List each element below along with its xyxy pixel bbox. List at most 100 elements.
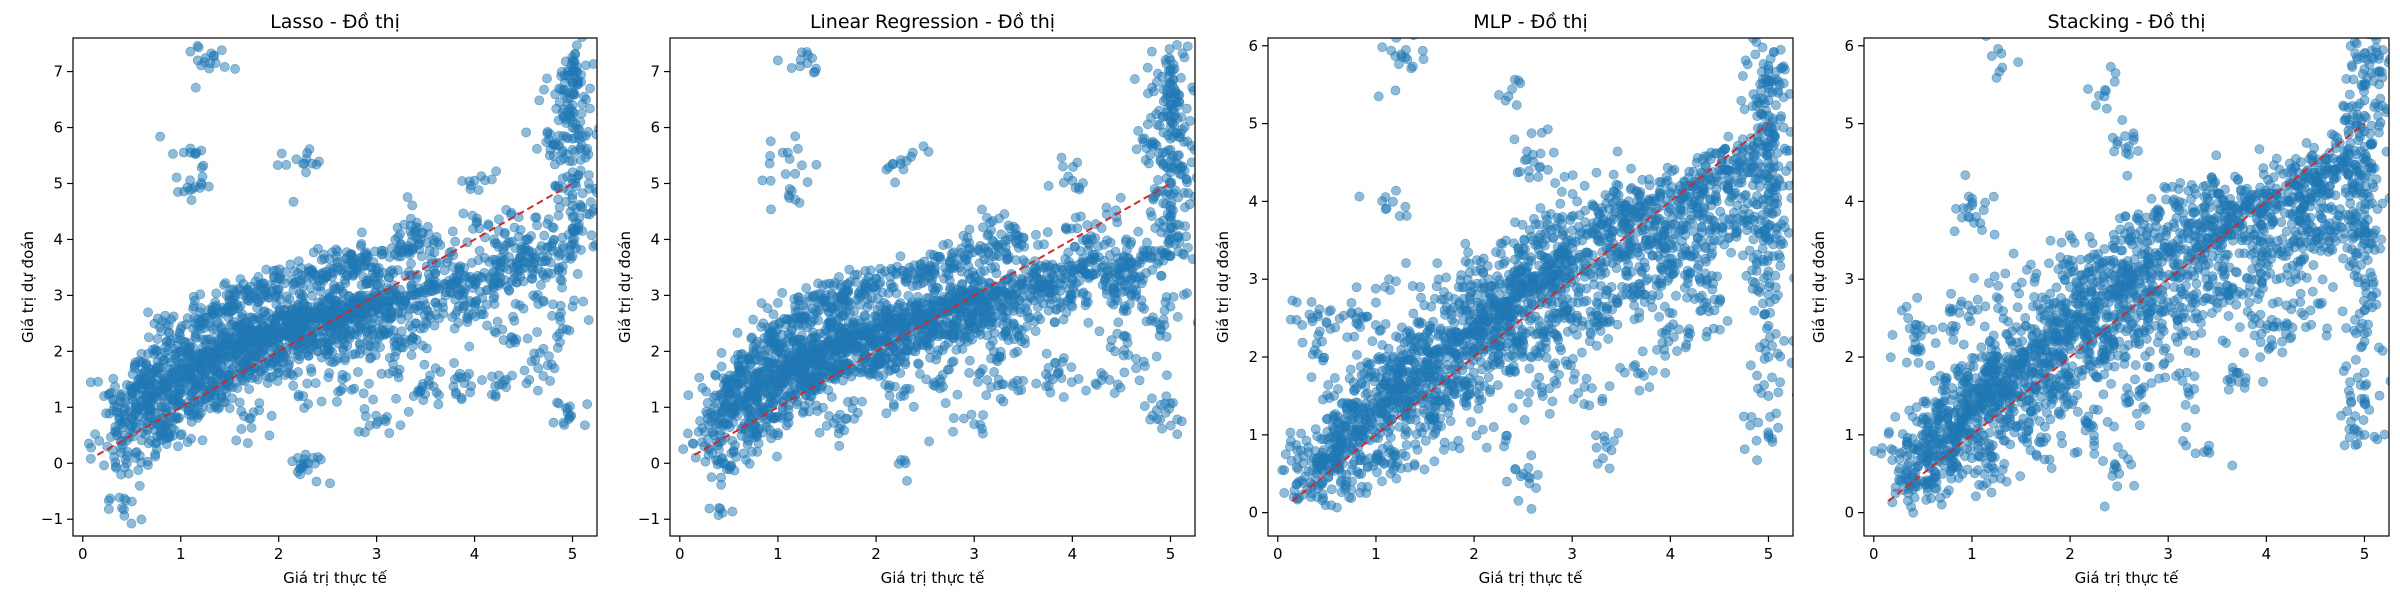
scatter-point — [396, 307, 407, 318]
scatter-point — [340, 355, 350, 366]
scatter-point — [801, 283, 812, 293]
scatter-point — [116, 392, 127, 402]
scatter-point — [690, 452, 701, 463]
scatter-point — [948, 413, 959, 423]
scatter-point — [1082, 220, 1093, 230]
scatter-point — [1155, 154, 1166, 165]
scatter-point — [157, 362, 168, 373]
scatter-point — [515, 224, 526, 235]
scatter-point — [382, 412, 392, 422]
scatter-point — [131, 447, 142, 457]
scatter-point — [572, 269, 583, 279]
scatter-point — [121, 458, 132, 469]
scatter-point — [872, 305, 883, 316]
scatter-point — [1066, 362, 1077, 373]
scatter-point — [1056, 152, 1067, 163]
scatter-point — [244, 384, 255, 395]
scatter-point — [567, 55, 578, 66]
chart-title: Lasso - Đồ thị — [270, 11, 400, 33]
scatter-point — [553, 194, 564, 205]
scatter-point — [544, 150, 555, 161]
scatter-point — [964, 355, 975, 366]
scatter-point — [347, 256, 358, 267]
scatter-point — [577, 38, 587, 43]
scatter-point — [900, 359, 911, 370]
scatter-point — [406, 350, 417, 360]
scatter-point — [449, 323, 460, 334]
scatter-point — [230, 63, 240, 74]
scatter-point — [293, 312, 304, 323]
scatter-point — [983, 283, 993, 294]
scatter-point — [764, 158, 775, 169]
scatter-point — [353, 367, 363, 377]
scatter-point — [991, 268, 1002, 279]
scatter-point — [839, 425, 850, 436]
scatter-point — [166, 335, 176, 346]
scatter-point — [168, 148, 178, 159]
scatter-point — [138, 416, 149, 426]
scatter-point — [306, 366, 317, 377]
scatter-point — [1082, 297, 1093, 308]
scatter-point — [797, 160, 807, 171]
scatter-point — [420, 284, 431, 295]
scatter-point — [489, 268, 500, 278]
scatter-point — [518, 256, 529, 267]
scatter-point — [1144, 158, 1154, 169]
scatter-point — [559, 419, 570, 430]
scatter-point — [826, 392, 837, 402]
scatter-point — [1165, 420, 1176, 431]
scatter-point — [175, 430, 186, 441]
scatter-point — [533, 363, 544, 374]
scatter-point — [186, 195, 197, 205]
scatter-point — [384, 272, 395, 283]
scatter-point — [1187, 82, 1195, 93]
scatter-point — [1174, 150, 1184, 160]
scatter-point — [1151, 109, 1162, 120]
scatter-point — [280, 370, 290, 381]
scatter-point — [371, 279, 382, 290]
scatter-point — [1118, 350, 1129, 361]
scatter-point — [777, 287, 788, 298]
scatter-point — [487, 371, 497, 382]
scatter-point — [519, 365, 530, 376]
scatter-point — [790, 194, 801, 205]
scatter-point — [310, 378, 321, 389]
scatter-point — [578, 296, 589, 307]
scatter-point — [923, 146, 934, 157]
scatter-point — [536, 241, 547, 251]
scatter-point — [567, 200, 578, 211]
scatter-point — [543, 214, 554, 225]
scatter-point — [175, 324, 186, 334]
scatter-point — [1075, 211, 1086, 222]
scatter-point — [491, 166, 502, 177]
scatter-point — [371, 410, 382, 421]
scatter-point — [1129, 74, 1140, 84]
scatter-point — [195, 307, 206, 318]
scatter-point — [1031, 229, 1041, 240]
scatter-point — [544, 351, 554, 362]
scatter-point — [186, 433, 196, 444]
scatter-point — [532, 327, 543, 337]
scatter-point — [1151, 351, 1162, 362]
scatter-point — [151, 346, 162, 357]
scatter-point — [407, 229, 417, 240]
scatter-point — [253, 271, 264, 282]
scatter-point — [104, 388, 115, 399]
scatter-point — [196, 179, 207, 190]
scatter-point — [359, 404, 370, 414]
scatter-point — [1172, 40, 1182, 50]
scatter-point — [1142, 119, 1153, 130]
scatter-point — [384, 428, 395, 439]
scatter-point — [220, 278, 231, 288]
scatter-point — [474, 245, 485, 256]
scatter-point — [208, 397, 219, 408]
scatter-point — [196, 60, 207, 71]
scatter-point — [1182, 41, 1193, 52]
scatter-point — [482, 320, 492, 331]
scatter-point — [964, 367, 975, 378]
scatter-point — [924, 344, 935, 355]
scatter-point — [190, 82, 201, 93]
scatter-point — [1087, 249, 1098, 260]
scatter-point — [350, 349, 361, 359]
scatter-point — [924, 436, 935, 447]
